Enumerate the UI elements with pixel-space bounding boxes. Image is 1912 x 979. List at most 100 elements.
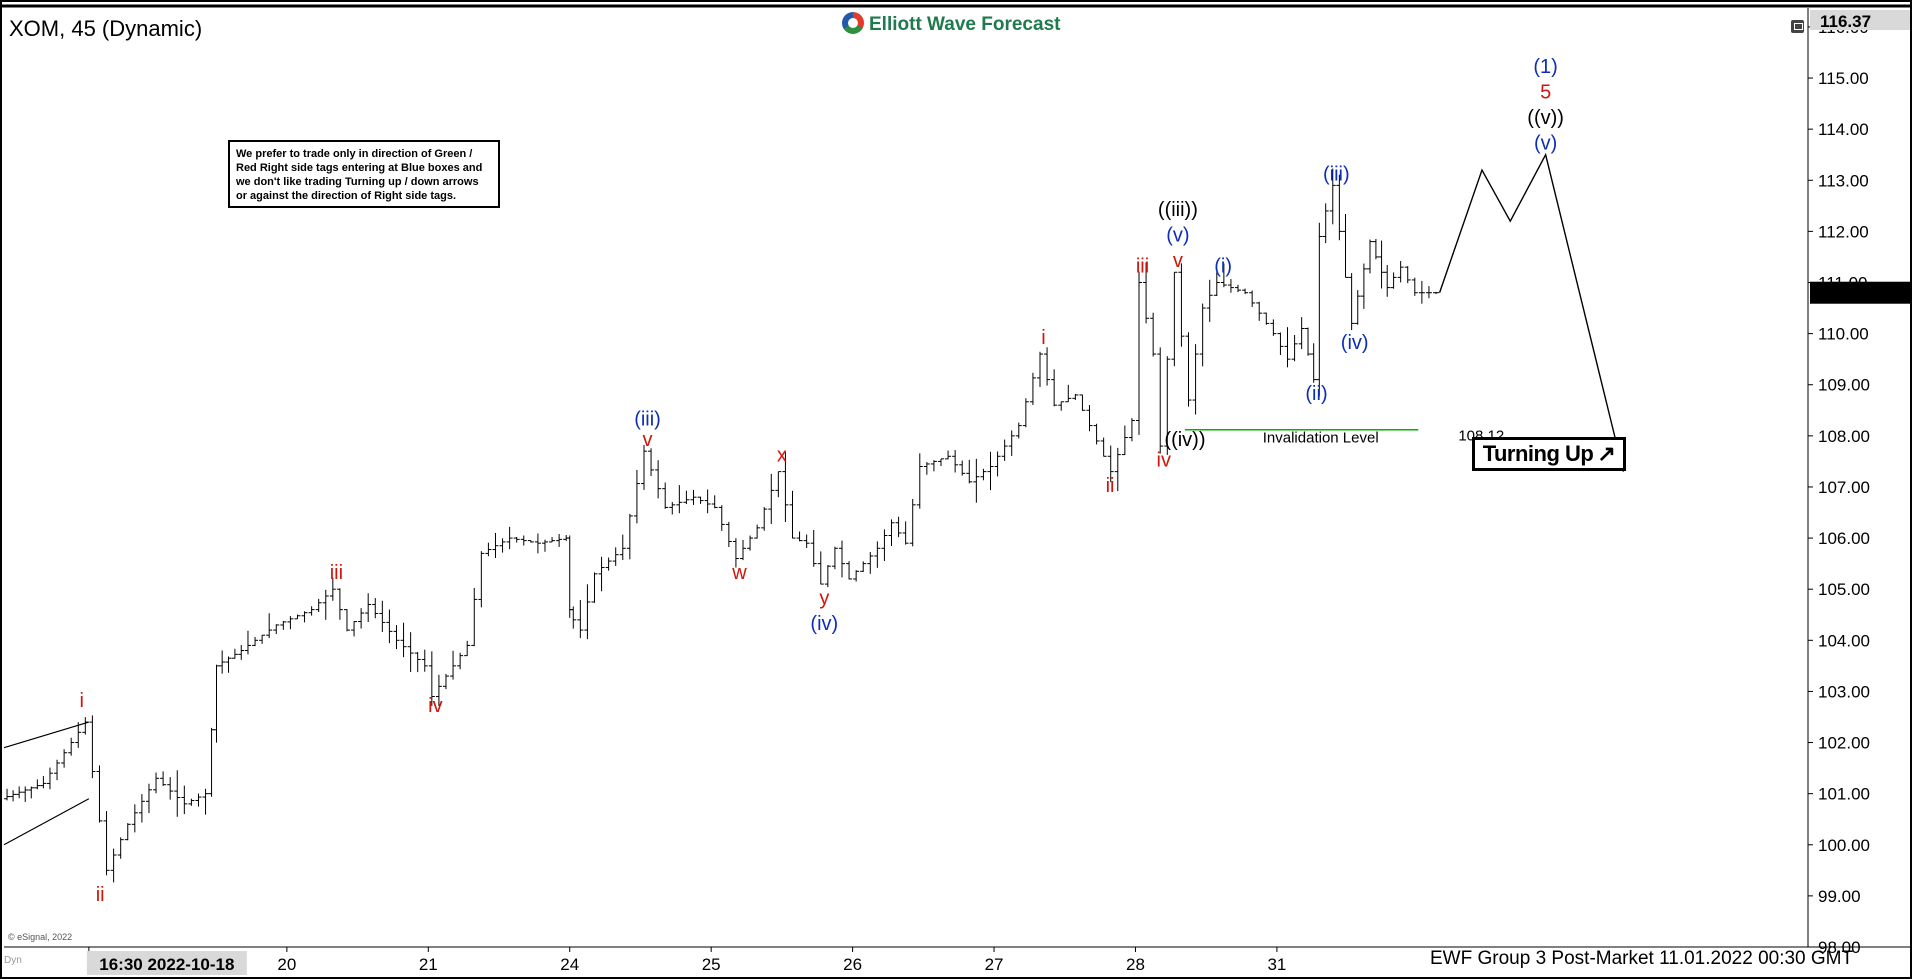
wave-label: v (1173, 250, 1183, 272)
ohlc-bar (231, 648, 238, 659)
ohlc-bar (1235, 284, 1242, 293)
ohlc-bar (923, 462, 930, 475)
ohlc-bar (110, 848, 117, 883)
top-price-label: 116.37 (1820, 12, 1871, 31)
y-tick-label: 102.00 (1818, 734, 1870, 753)
ohlc-bar (499, 538, 506, 553)
ohlc-bar (485, 542, 492, 557)
wave-label: (iii) (1323, 163, 1350, 185)
ohlc-bar (1058, 401, 1065, 411)
ohlc-bar (34, 779, 41, 790)
wave-label: w (731, 562, 747, 584)
ohlc-bar (860, 561, 867, 573)
ohlc-bar (810, 530, 817, 567)
ohlc-bar (846, 561, 853, 580)
ohlc-bar (838, 540, 845, 578)
ohlc-bar (619, 534, 626, 561)
wave-label: (v) (1166, 225, 1189, 247)
ohlc-bar (683, 490, 690, 505)
ohlc-bar (909, 498, 916, 547)
ohlc-bar (492, 532, 499, 559)
ohlc-bar (803, 534, 810, 549)
ohlc-bar (1329, 168, 1336, 225)
turning-up-arrow-icon: ↗ (1597, 441, 1616, 466)
ohlc-bar (407, 632, 414, 673)
ohlc-bar (1342, 214, 1349, 278)
turning-up-badge: Turning Up ↗ (1472, 437, 1626, 471)
ohlc-bar (697, 496, 704, 504)
ohlc-bar (1065, 384, 1072, 403)
ohlc-bar (853, 570, 860, 582)
y-tick-label: 115.00 (1818, 69, 1869, 88)
ohlc-bar (96, 765, 103, 823)
ohlc-bar (372, 597, 379, 619)
ohlc-bar (945, 450, 952, 460)
ohlc-bar (1378, 240, 1385, 289)
ohlc-bar (761, 507, 768, 531)
ohlc-bar (188, 798, 195, 806)
ohlc-bar (75, 722, 82, 748)
ohlc-bar (1192, 344, 1199, 415)
ohlc-bar (725, 521, 732, 548)
ohlc-bar (930, 460, 937, 472)
ohlc-bar (1128, 418, 1135, 442)
ohlc-bar (556, 533, 563, 547)
y-tick-label: 113.00 (1818, 171, 1869, 190)
y-tick-label: 107.00 (1818, 478, 1870, 497)
ohlc-bar (174, 770, 181, 817)
ohlc-bar (1171, 271, 1178, 367)
ohlc-bar (315, 598, 322, 613)
restore-icon[interactable] (1791, 20, 1804, 33)
ohlc-bar (937, 458, 944, 466)
ohlc-bar (973, 458, 980, 503)
ohlc-bar (1178, 263, 1185, 347)
ohlc-bar (782, 452, 789, 523)
ohlc-bar (1384, 265, 1391, 297)
elliott-wave-logo-icon (842, 12, 864, 34)
ohlc-bar (1291, 334, 1298, 362)
ohlc-bar (450, 650, 457, 680)
ohlc-bar (1213, 272, 1220, 297)
ohlc-bar (471, 587, 478, 647)
ohlc-bar (1079, 394, 1086, 411)
brand-title: Elliott Wave Forecast (842, 12, 1060, 36)
ohlc-bar (153, 772, 160, 794)
ohlc-bar (1143, 262, 1150, 324)
ohlc-bar (294, 614, 301, 620)
ohlc-bar (308, 606, 315, 616)
ohlc-bar (676, 485, 683, 514)
ohlc-bar (867, 552, 874, 574)
ohlc-bar (244, 630, 251, 655)
projection-path (1438, 152, 1625, 472)
ohlc-bar (22, 786, 29, 802)
ohlc-bar (1136, 271, 1143, 435)
y-tick-label: 105.00 (1818, 580, 1870, 599)
brand-label: Elliott Wave Forecast (869, 14, 1061, 35)
wave-label: (iv) (1341, 332, 1369, 354)
ohlc-bar (633, 469, 640, 524)
trend-line-upper (3, 721, 90, 749)
ohlc-bar (1270, 319, 1277, 336)
wave-label: iii (330, 562, 343, 584)
ohlc-bar (768, 473, 775, 525)
ohlc-bar (817, 551, 824, 585)
ohlc-bar (1185, 332, 1192, 407)
ohlc-bar (1277, 332, 1284, 355)
ohlc-bar (1316, 222, 1323, 397)
ohlc-bar (831, 546, 838, 570)
ohlc-bar (1029, 372, 1036, 405)
ohlc-bar (181, 785, 188, 815)
ohlc-bar (895, 516, 902, 538)
ohlc-bar (824, 565, 831, 588)
ohlc-bar (506, 526, 513, 550)
ohlc-bar (478, 551, 485, 608)
ohlc-bar (393, 625, 400, 650)
ohlc-bar (336, 588, 343, 620)
ohlc-bar (648, 448, 655, 476)
ohlc-bar (640, 444, 647, 490)
dynamic-indicator: Dyn (4, 955, 22, 966)
ohlc-bar (1044, 347, 1051, 386)
ohlc-bar (1015, 422, 1022, 439)
